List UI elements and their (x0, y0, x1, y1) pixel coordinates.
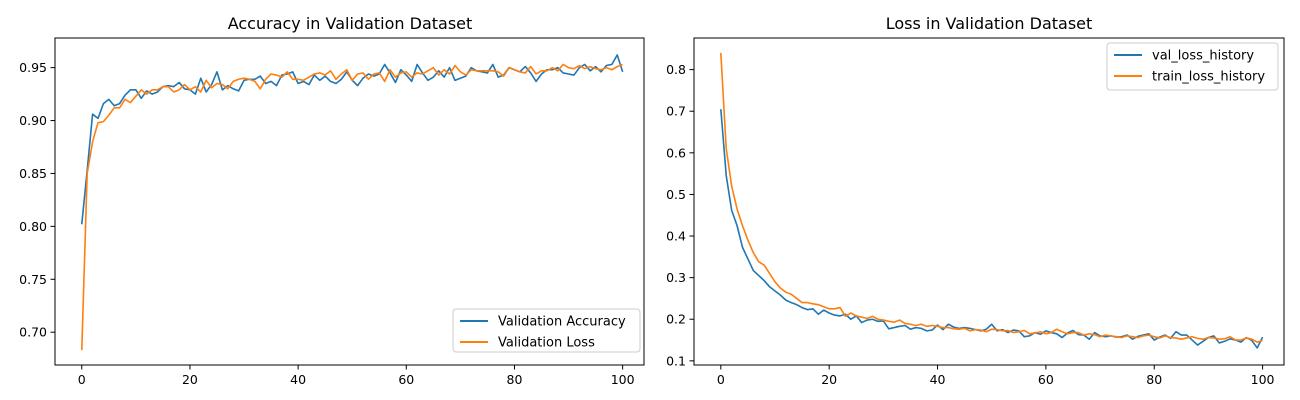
y-tick-label: 0.2 (666, 312, 686, 327)
series-line-1 (80, 63, 623, 351)
loss-chart-title: Loss in Validation Dataset (886, 14, 1093, 33)
y-tick-label: 0.75 (19, 272, 47, 287)
y-tick-label: 0.95 (19, 60, 47, 75)
legend-label: train_loss_history (1152, 70, 1265, 85)
accuracy-chart: Accuracy in Validation Dataset 0 20 40 60 80… (19, 14, 645, 387)
legend: Validation Accuracy Validation Loss (452, 308, 641, 353)
x-tick-label: 0 (78, 372, 86, 387)
x-tick-label: 80 (1146, 372, 1162, 387)
y-tick-label: 0.70 (19, 325, 47, 340)
loss-chart: Loss in Validation Dataset 0 20 40 60 80 100 0… (666, 14, 1285, 387)
series-line-1 (720, 52, 1263, 343)
plot-frame (693, 37, 1285, 366)
accuracy-chart-title: Accuracy in Validation Dataset (228, 14, 473, 33)
plot-frame (54, 37, 645, 366)
y-tick-label: 0.90 (19, 113, 47, 128)
x-tick-label: 20 (182, 372, 198, 387)
x-tick-label: 100 (1251, 372, 1275, 387)
x-tick-label: 40 (930, 372, 946, 387)
legend-box (452, 308, 641, 353)
y-tick-label: 0.5 (666, 187, 686, 202)
series-line-0 (720, 109, 1264, 349)
y-tick-label: 0.85 (19, 166, 47, 181)
legend-label: Validation Accuracy (498, 315, 626, 330)
y-tick-label: 0.80 (19, 219, 47, 234)
x-tick-label: 60 (398, 372, 414, 387)
x-tick-label: 80 (507, 372, 523, 387)
y-tick-label: 0.7 (666, 104, 686, 119)
x-tick-label: 60 (1038, 372, 1054, 387)
y-tick-label: 0.1 (666, 353, 686, 368)
y-tick-label: 0.6 (666, 145, 686, 160)
legend-label: val_loss_history (1152, 49, 1254, 64)
x-tick-label: 100 (611, 372, 635, 387)
y-tick-label: 0.4 (666, 229, 686, 244)
legend-box (1106, 42, 1279, 91)
y-tick-label: 0.8 (666, 62, 686, 77)
legend-label: Validation Loss (498, 336, 595, 351)
x-tick-label: 40 (290, 372, 306, 387)
x-tick-label: 0 (717, 372, 725, 387)
legend: val_loss_history train_loss_history (1106, 42, 1279, 91)
y-tick-label: 0.3 (666, 270, 686, 285)
x-tick-label: 20 (821, 372, 837, 387)
